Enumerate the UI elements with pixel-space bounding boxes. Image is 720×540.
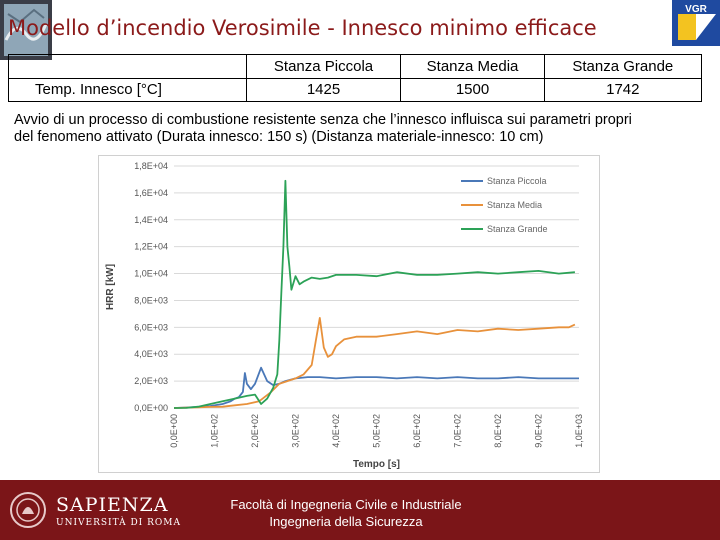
y-tick-label: 4,0E+03 bbox=[134, 349, 168, 359]
table-header-cell: Stanza Media bbox=[400, 54, 545, 79]
faculty-line: Ingegneria della Sicurezza bbox=[269, 514, 423, 529]
legend-label: Stanza Piccola bbox=[487, 176, 547, 186]
university-name: SAPIENZA bbox=[56, 494, 169, 516]
table-row-label: Temp. Innesco [°C] bbox=[8, 77, 247, 102]
series-line-2 bbox=[173, 179, 575, 409]
table-cell: 1742 bbox=[543, 77, 703, 102]
description: Avvio di un processo di combustione resi… bbox=[14, 112, 704, 146]
footer-image bbox=[0, 0, 720, 65]
table-header-cell: Stanza Grande bbox=[543, 54, 703, 79]
ignition-temperature-table: Stanza Piccola Stanza Media Stanza Grand… bbox=[8, 54, 703, 102]
x-tick-label: 1,0E+02 bbox=[210, 414, 220, 448]
x-tick-label: 4,0E+02 bbox=[331, 414, 341, 448]
table-header-row: Stanza Piccola Stanza Media Stanza Grand… bbox=[8, 54, 703, 79]
logo-text: VGR bbox=[685, 4, 707, 15]
y-tick-label: 1,8E+04 bbox=[134, 161, 168, 171]
sapienza-seal-icon bbox=[8, 488, 48, 532]
x-tick-label: 9,0E+02 bbox=[534, 414, 544, 448]
footer: SAPIENZA UNIVERSITÀ DI ROMA Facoltà di I… bbox=[0, 480, 720, 540]
y-tick-label: 6,0E+03 bbox=[134, 322, 168, 332]
x-tick-label: 8,0E+02 bbox=[493, 414, 503, 448]
x-tick-label: 1,0E+03 bbox=[574, 414, 584, 448]
x-tick-label: 6,0E+02 bbox=[412, 414, 422, 448]
x-tick-label: 2,0E+02 bbox=[250, 414, 260, 448]
series-line-0 bbox=[173, 366, 579, 409]
legend-label: Stanza Grande bbox=[487, 224, 548, 234]
y-tick-label: 8,0E+03 bbox=[134, 295, 168, 305]
y-tick-label: 1,6E+04 bbox=[134, 188, 168, 198]
table-cell: 1500 bbox=[400, 77, 545, 102]
table-cell: 1425 bbox=[245, 77, 402, 102]
y-axis-title: HRR [kW] bbox=[105, 264, 116, 310]
x-axis-title: Tempo [s] bbox=[353, 459, 400, 470]
table-row: Temp. Innesco [°C] 1425 1500 1742 bbox=[8, 77, 703, 102]
series-line-1 bbox=[173, 317, 576, 409]
chart-svg: 0,0E+00 2,0E+03 4,0E+03 6,0E+03 8,0E+03 1,0E+… bbox=[105, 161, 584, 470]
hrr-chart: 0,0E+00 2,0E+03 4,0E+03 6,0E+03 8,0E+03 1,0E+… bbox=[98, 155, 600, 473]
faculty-line: Facoltà di Ingegneria Civile e Industria… bbox=[230, 497, 462, 512]
table-header-cell: Stanza Piccola bbox=[245, 54, 402, 79]
y-tick-label: 2,0E+03 bbox=[134, 376, 168, 386]
vgr-logo: VGR bbox=[672, 0, 720, 46]
description-line: Avvio di un processo di combustione resi… bbox=[14, 112, 632, 128]
y-tick-label: 1,2E+04 bbox=[134, 242, 168, 252]
table-header-cell bbox=[8, 54, 247, 79]
x-tick-label: 3,0E+02 bbox=[291, 414, 301, 448]
x-tick-label: 0,0E+00 bbox=[169, 414, 179, 448]
x-tick-label: 5,0E+02 bbox=[372, 414, 382, 448]
slide-title: Modello d’incendio Verosimile - Innesco … bbox=[8, 16, 597, 40]
y-tick-label: 1,4E+04 bbox=[134, 215, 168, 225]
legend-label: Stanza Media bbox=[487, 200, 542, 210]
faculty-info: Facoltà di Ingegneria Civile e Industria… bbox=[196, 496, 496, 530]
description-line: del fenomeno attivato (Durata innesco: 1… bbox=[14, 129, 544, 145]
university-subtitle: UNIVERSITÀ DI ROMA bbox=[56, 518, 181, 528]
x-tick-label: 7,0E+02 bbox=[453, 414, 463, 448]
y-tick-label: 1,0E+04 bbox=[134, 269, 168, 279]
y-tick-label: 0,0E+00 bbox=[134, 403, 168, 413]
